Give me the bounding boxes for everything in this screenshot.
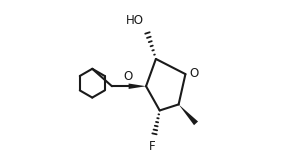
Polygon shape (128, 84, 146, 89)
Text: O: O (189, 67, 198, 80)
Text: HO: HO (126, 14, 144, 27)
Text: F: F (149, 140, 155, 153)
Polygon shape (179, 104, 198, 125)
Text: O: O (123, 70, 132, 83)
